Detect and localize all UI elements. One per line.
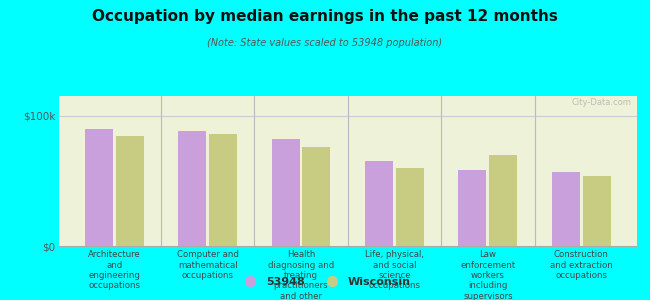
Bar [302,147,330,246]
Bar [209,134,237,246]
Bar [458,170,486,246]
Bar [84,129,113,246]
Text: Occupation by median earnings in the past 12 months: Occupation by median earnings in the pas… [92,9,558,24]
Bar [365,161,393,246]
Bar [582,176,611,246]
Text: City-Data.com: City-Data.com [571,98,631,106]
Bar [396,168,424,246]
Bar [552,172,580,246]
Bar [272,139,300,246]
Bar [489,155,517,246]
Text: (Note: State values scaled to 53948 population): (Note: State values scaled to 53948 popu… [207,38,443,47]
Legend: 53948, Wisconsin: 53948, Wisconsin [235,273,415,291]
Bar [178,131,206,246]
Bar [116,136,144,246]
